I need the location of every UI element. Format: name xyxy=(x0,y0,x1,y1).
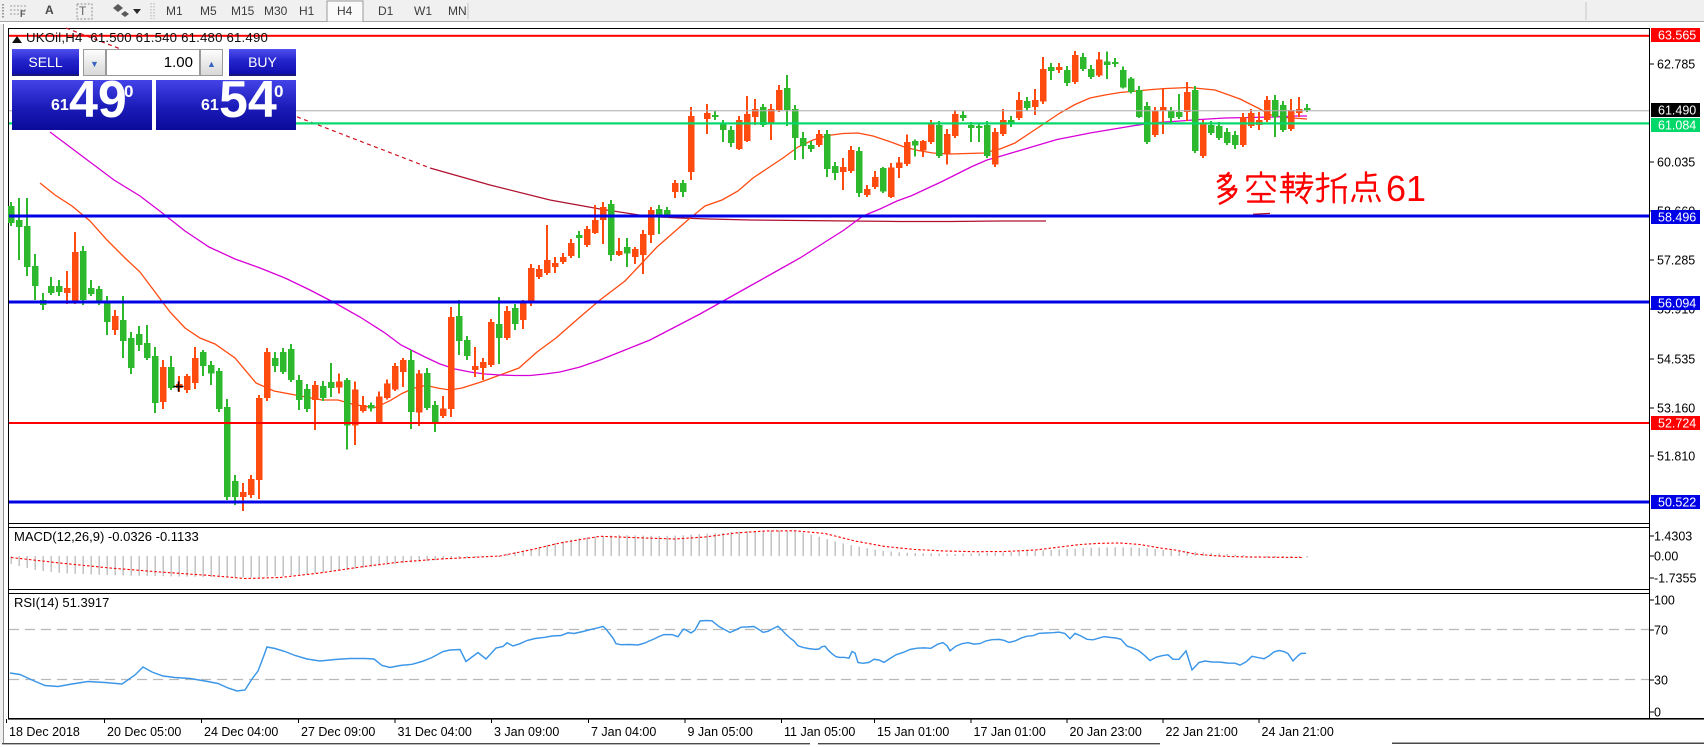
svg-text:MACD(12,26,9) -0.0326 -0.1133: MACD(12,26,9) -0.0326 -0.1133 xyxy=(14,529,199,544)
svg-text:20 Dec 05:00: 20 Dec 05:00 xyxy=(107,725,181,739)
svg-text:62.785: 62.785 xyxy=(1657,58,1695,72)
svg-text:53.160: 53.160 xyxy=(1657,402,1695,416)
svg-text:61: 61 xyxy=(1386,168,1426,209)
svg-text:50.522: 50.522 xyxy=(1658,496,1696,510)
svg-text:1.4303: 1.4303 xyxy=(1654,530,1692,544)
svg-text:7 Jan 04:00: 7 Jan 04:00 xyxy=(591,725,656,739)
svg-text:51.810: 51.810 xyxy=(1657,450,1695,464)
svg-text:3 Jan 09:00: 3 Jan 09:00 xyxy=(494,725,559,739)
svg-text:RSI(14) 51.3917: RSI(14) 51.3917 xyxy=(14,595,109,610)
svg-text:F: F xyxy=(20,9,26,19)
svg-text:27 Dec 09:00: 27 Dec 09:00 xyxy=(301,725,375,739)
svg-text:58.496: 58.496 xyxy=(1658,211,1696,225)
svg-text:52.724: 52.724 xyxy=(1658,417,1696,431)
svg-text:15 Jan 01:00: 15 Jan 01:00 xyxy=(877,725,949,739)
svg-text:24 Jan 21:00: 24 Jan 21:00 xyxy=(1262,725,1334,739)
svg-text:22 Jan 21:00: 22 Jan 21:00 xyxy=(1166,725,1238,739)
svg-text:11 Jan 05:00: 11 Jan 05:00 xyxy=(784,725,855,739)
svg-text:31 Dec 04:00: 31 Dec 04:00 xyxy=(398,725,472,739)
svg-text:-1.7355: -1.7355 xyxy=(1654,572,1696,586)
svg-text:54.535: 54.535 xyxy=(1657,353,1695,367)
svg-text:UKOil,H4 61.500 61.540 61.480: UKOil,H4 61.500 61.540 61.480 61.490 xyxy=(26,30,268,45)
svg-text:61.490: 61.490 xyxy=(1658,104,1696,118)
svg-text:70: 70 xyxy=(1654,624,1668,638)
svg-text:100: 100 xyxy=(1654,594,1675,608)
svg-text:0.00: 0.00 xyxy=(1654,550,1678,564)
svg-text:30: 30 xyxy=(1654,674,1668,688)
svg-text:18 Dec 2018: 18 Dec 2018 xyxy=(9,725,80,739)
svg-text:0: 0 xyxy=(1654,706,1661,720)
svg-text:24 Dec 04:00: 24 Dec 04:00 xyxy=(204,725,278,739)
svg-text:60.035: 60.035 xyxy=(1657,156,1695,170)
svg-text:17 Jan 01:00: 17 Jan 01:00 xyxy=(974,725,1046,739)
svg-text:56.094: 56.094 xyxy=(1658,297,1696,311)
svg-text:61.084: 61.084 xyxy=(1658,119,1696,133)
svg-text:63.565: 63.565 xyxy=(1658,29,1696,43)
svg-text:20 Jan 23:00: 20 Jan 23:00 xyxy=(1070,725,1142,739)
svg-text:57.285: 57.285 xyxy=(1657,254,1695,268)
svg-text:9 Jan 05:00: 9 Jan 05:00 xyxy=(688,725,753,739)
